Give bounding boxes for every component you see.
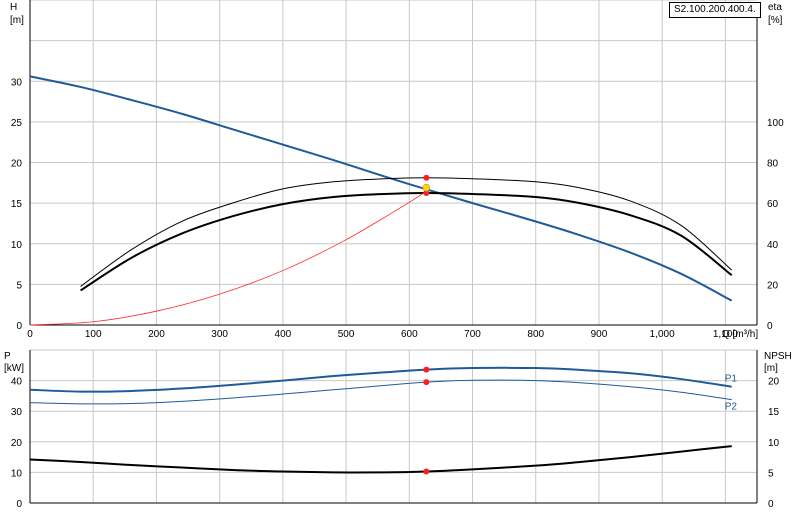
power-tick-label: 10 [11, 468, 23, 479]
efficiency-p1-curve [80, 177, 733, 287]
power-p2-curve [29, 379, 732, 405]
power-npsh-panel [29, 349, 758, 504]
npsh-axis-title: NPSH [764, 351, 792, 362]
power-p1-label: P1 [725, 374, 738, 385]
flow-tick-label: 100 [85, 329, 102, 340]
operating-point-marker [423, 468, 430, 475]
duty-point-marker [422, 183, 431, 192]
pump-model-label: S2.100.200.400.4. [669, 2, 761, 18]
power-tick-label: 0 [16, 499, 22, 510]
operating-point-marker [423, 379, 430, 386]
efficiency-tick-label: 100 [767, 118, 784, 129]
flow-tick-label: 900 [591, 329, 608, 340]
flow-tick-label: 1,000 [650, 329, 675, 340]
efficiency-tick-label: 60 [767, 199, 779, 210]
flow-tick-label: 500 [338, 329, 355, 340]
flow-tick-label: 300 [211, 329, 228, 340]
system-curve [29, 190, 427, 326]
head-tick-label: 0 [16, 321, 22, 332]
head-efficiency-panel [29, 0, 758, 326]
head-curve [29, 75, 733, 302]
head-tick-label: 30 [11, 77, 23, 88]
flow-tick-label: 700 [464, 329, 481, 340]
flow-tick-label: 0 [27, 329, 33, 340]
npsh-curve [29, 445, 732, 474]
power-axis-unit: [kW] [4, 363, 24, 374]
head-tick-label: 25 [11, 118, 23, 129]
head-tick-label: 5 [16, 280, 22, 291]
efficiency-tick-label: 40 [767, 240, 779, 251]
flow-tick-label: 1,100 [713, 329, 738, 340]
npsh-tick-label: 0 [768, 499, 774, 510]
efficiency-p2-curve [80, 191, 733, 292]
flow-tick-label: 800 [527, 329, 544, 340]
head-tick-label: 15 [11, 199, 23, 210]
power-p1-curve [29, 366, 732, 393]
operating-point-marker [423, 189, 430, 196]
npsh-tick-label: 10 [768, 438, 780, 449]
npsh-tick-label: 20 [768, 377, 780, 388]
head-axis-unit: [m] [10, 15, 24, 26]
power-tick-label: 30 [11, 407, 23, 418]
head-axis-title: H [10, 2, 17, 13]
npsh-tick-label: 15 [768, 407, 780, 418]
npsh-tick-label: 5 [768, 468, 774, 479]
head-tick-label: 10 [11, 240, 23, 251]
efficiency-tick-label: 0 [767, 321, 773, 332]
efficiency-tick-label: 20 [767, 280, 779, 291]
efficiency-axis-title: eta [768, 2, 782, 13]
power-tick-label: 40 [11, 377, 23, 388]
power-tick-label: 20 [11, 438, 23, 449]
npsh-axis-unit: [m] [764, 363, 778, 374]
power-p2-label: P2 [725, 402, 738, 413]
flow-axis-title: Q [m³/h] [722, 329, 758, 340]
efficiency-axis-unit: [%] [768, 15, 783, 26]
efficiency-tick-label: 80 [767, 159, 779, 170]
flow-tick-label: 400 [275, 329, 292, 340]
power-axis-title: P [4, 351, 11, 362]
operating-point-marker [423, 174, 430, 181]
operating-point-marker [423, 366, 430, 373]
flow-tick-label: 600 [401, 329, 418, 340]
head-tick-label: 20 [11, 159, 23, 170]
flow-tick-label: 200 [148, 329, 165, 340]
